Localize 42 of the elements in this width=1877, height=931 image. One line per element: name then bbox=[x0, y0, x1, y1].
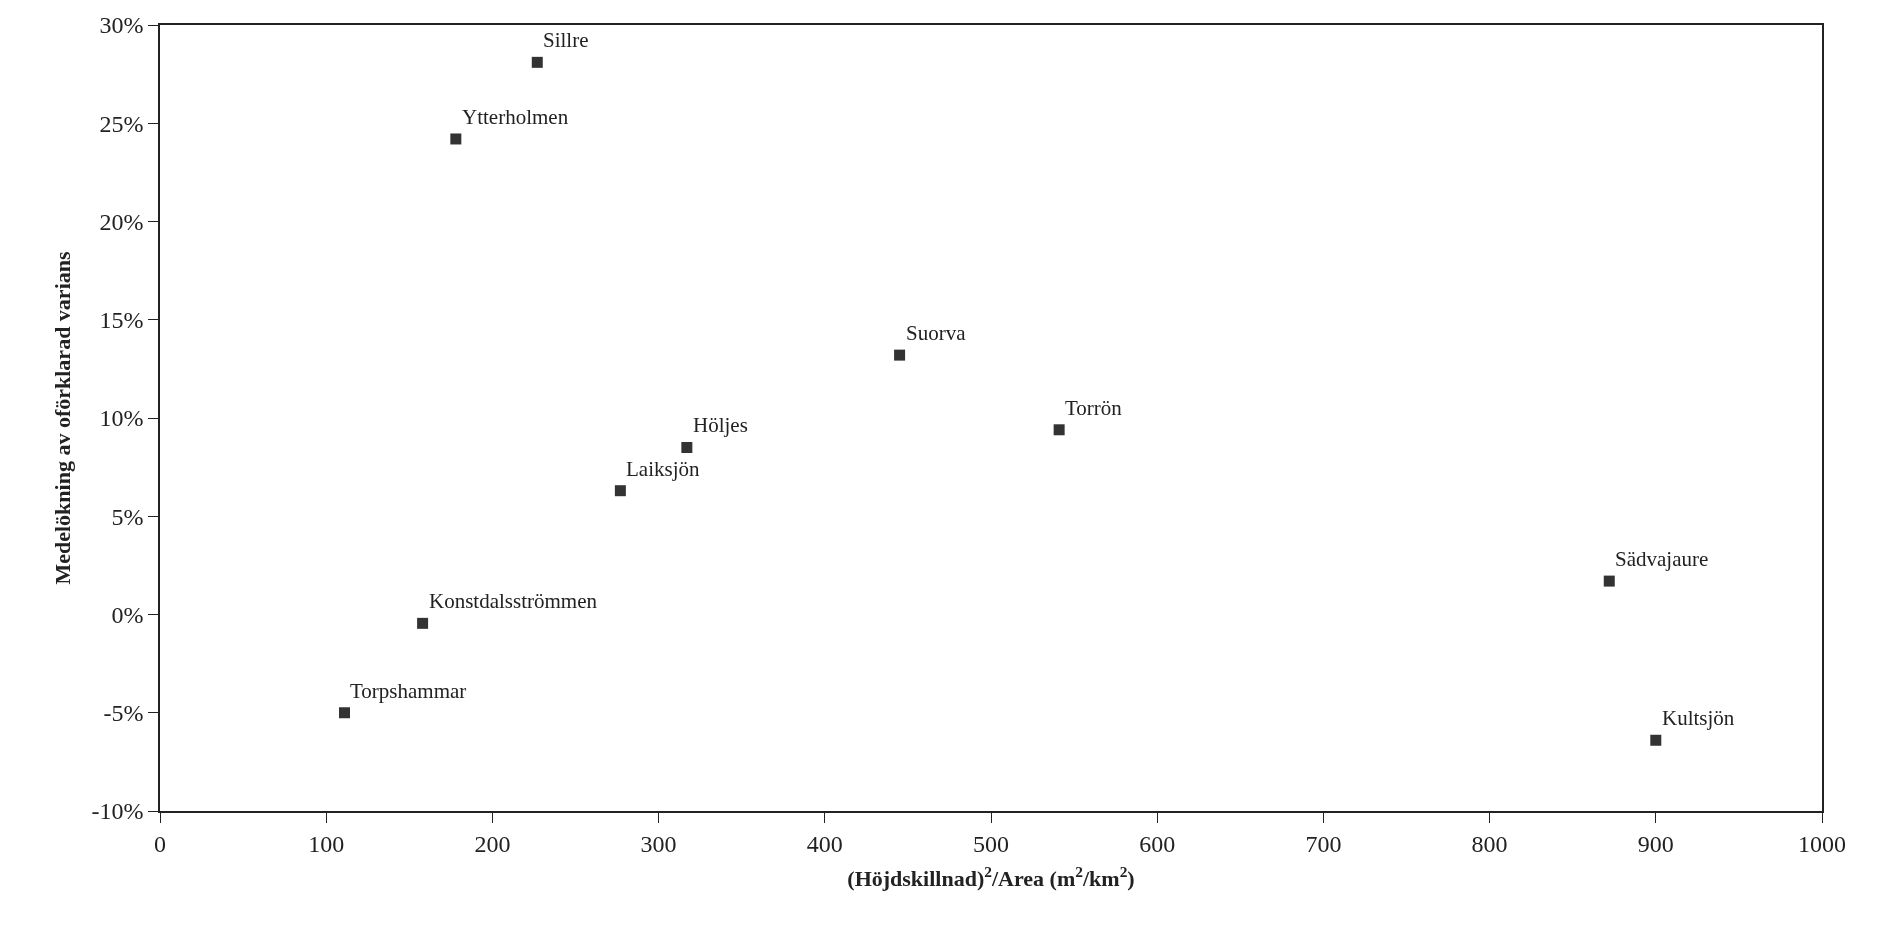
point bbox=[531, 56, 543, 68]
point bbox=[1650, 734, 1662, 746]
annotation: Ytterholmen bbox=[462, 105, 569, 129]
x-tick-label: 100 bbox=[308, 830, 345, 857]
y-tick-label: 10% bbox=[99, 405, 144, 432]
x-tick-label: 400 bbox=[806, 830, 843, 857]
x-tick-label: 300 bbox=[640, 830, 677, 857]
annotation: Torrön bbox=[1065, 396, 1123, 420]
y-tick-label: 25% bbox=[99, 110, 144, 137]
point bbox=[1053, 424, 1065, 436]
y-tick-label: 5% bbox=[111, 503, 144, 530]
x-axis-title: (Höjdskillnad)$^{2}$/Area (m$^{2}$/km$^{2}$) bbox=[847, 862, 1135, 891]
y-tick-label: 20% bbox=[99, 208, 144, 235]
x-tick-label: 200 bbox=[474, 830, 511, 857]
y-tick-label: 30% bbox=[99, 12, 144, 39]
x-tick-label: 900 bbox=[1637, 830, 1674, 857]
annotation: Kultsjön bbox=[1662, 706, 1735, 730]
annotation: Laiksjön bbox=[626, 457, 700, 481]
point bbox=[614, 485, 626, 497]
y-axis-title: Medelökning av oförklarad varians bbox=[49, 251, 75, 585]
point bbox=[338, 707, 350, 719]
annotation: Konstdalsströmmen bbox=[429, 589, 598, 613]
annotation: Torpshammar bbox=[350, 679, 467, 703]
x-tick-label: 1000 bbox=[1798, 830, 1846, 857]
annotation: Suorva bbox=[906, 321, 967, 345]
y-tick-label: 15% bbox=[99, 307, 144, 334]
point bbox=[894, 349, 906, 361]
x-tick-label: 800 bbox=[1471, 830, 1508, 857]
point bbox=[417, 617, 429, 629]
x-tick-label: 500 bbox=[973, 830, 1009, 857]
y-tick-label: -5% bbox=[103, 700, 144, 727]
y-tick-label: 0% bbox=[111, 601, 144, 628]
point bbox=[1603, 575, 1615, 587]
y-tick-label: -10% bbox=[91, 798, 144, 825]
annotation: Sädvajaure bbox=[1615, 547, 1709, 571]
x-tick-label: 0 bbox=[154, 830, 166, 857]
x-tick-label: 600 bbox=[1139, 830, 1176, 857]
point bbox=[450, 133, 462, 145]
annotation: Sillre bbox=[543, 28, 589, 52]
x-tick-label: 700 bbox=[1305, 830, 1342, 857]
point bbox=[681, 441, 693, 453]
annotation: Höljes bbox=[693, 413, 748, 437]
